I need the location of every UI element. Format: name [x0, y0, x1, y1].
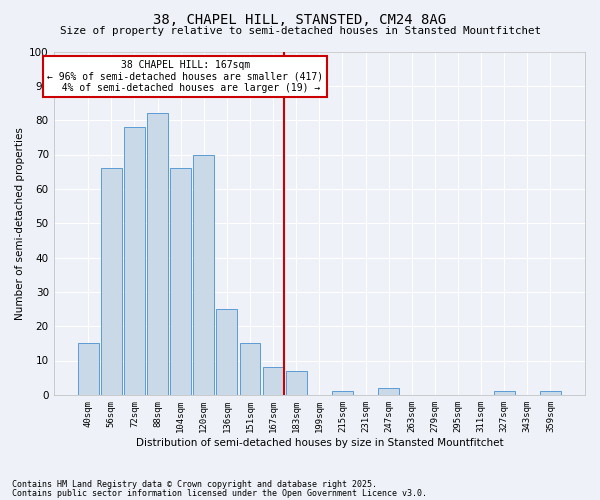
Bar: [378, 388, 399, 395]
X-axis label: Distribution of semi-detached houses by size in Stansted Mountfitchet: Distribution of semi-detached houses by …: [136, 438, 503, 448]
Bar: [124, 127, 145, 395]
Bar: [239, 344, 260, 395]
Bar: [217, 309, 237, 395]
Bar: [494, 392, 515, 395]
Text: 38 CHAPEL HILL: 167sqm
← 96% of semi-detached houses are smaller (417)
  4% of s: 38 CHAPEL HILL: 167sqm ← 96% of semi-det…: [47, 60, 323, 94]
Text: Contains HM Land Registry data © Crown copyright and database right 2025.: Contains HM Land Registry data © Crown c…: [12, 480, 377, 489]
Bar: [540, 392, 561, 395]
Text: Contains public sector information licensed under the Open Government Licence v3: Contains public sector information licen…: [12, 488, 427, 498]
Y-axis label: Number of semi-detached properties: Number of semi-detached properties: [15, 126, 25, 320]
Bar: [147, 114, 168, 395]
Bar: [101, 168, 122, 395]
Bar: [332, 392, 353, 395]
Bar: [78, 344, 98, 395]
Bar: [170, 168, 191, 395]
Bar: [193, 154, 214, 395]
Bar: [263, 368, 284, 395]
Text: 38, CHAPEL HILL, STANSTED, CM24 8AG: 38, CHAPEL HILL, STANSTED, CM24 8AG: [154, 12, 446, 26]
Text: Size of property relative to semi-detached houses in Stansted Mountfitchet: Size of property relative to semi-detach…: [59, 26, 541, 36]
Bar: [286, 371, 307, 395]
